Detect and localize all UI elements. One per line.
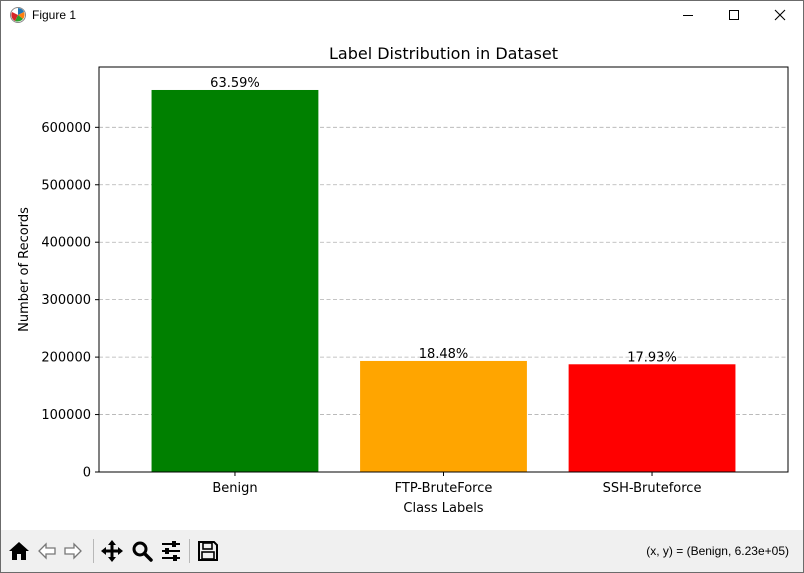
y-tick-label: 300000 (41, 293, 91, 308)
bar-chart: 63.59% 18.48% 17.93% 0 100000 200000 300000 40… (17, 44, 789, 516)
bar-value-label: 18.48% (419, 347, 469, 362)
bar-value-label: 17.93% (627, 350, 677, 365)
window-title: Figure 1 (32, 8, 77, 22)
home-icon (9, 542, 29, 560)
navigation-toolbar: (x, y) = (Benign, 6.23e+05) (1, 530, 803, 572)
pan-icon (101, 540, 123, 562)
bar-ssh-bruteforce (568, 364, 736, 472)
minimize-icon (683, 15, 693, 16)
configure-subplots-icon (162, 541, 180, 561)
cursor-coordinates: (x, y) = (Benign, 6.23e+05) (646, 544, 789, 558)
y-tick-label: 500000 (41, 178, 91, 193)
y-axis-label: Number of Records (17, 207, 32, 332)
maximize-icon (729, 10, 739, 20)
minimize-button[interactable] (665, 1, 711, 29)
forward-button[interactable] (61, 539, 85, 563)
x-tick-label: Benign (212, 481, 257, 496)
configure-subplots-button[interactable] (159, 539, 183, 563)
y-tick-label: 600000 (41, 121, 91, 136)
home-button[interactable] (7, 539, 31, 563)
bar-value-label: 63.59% (210, 76, 260, 91)
toolbar-separator (93, 539, 94, 563)
matplotlib-app-icon (9, 6, 27, 24)
x-tick-label: SSH-Bruteforce (603, 481, 702, 496)
zoom-button[interactable] (130, 539, 154, 563)
bar-ftp-bruteforce (360, 360, 527, 472)
zoom-icon (132, 541, 153, 562)
back-button[interactable] (35, 539, 59, 563)
forward-arrow-icon (64, 542, 82, 560)
toolbar-separator (189, 539, 190, 563)
pan-button[interactable] (100, 539, 124, 563)
back-arrow-icon (38, 542, 56, 560)
y-tick-label: 400000 (41, 236, 91, 251)
save-icon (198, 541, 218, 561)
bar-benign (151, 89, 319, 472)
close-icon (774, 9, 786, 21)
figure-canvas[interactable]: 63.59% 18.48% 17.93% 0 100000 200000 300000 40… (1, 29, 803, 530)
title-bar[interactable]: Figure 1 (1, 1, 803, 29)
maximize-button[interactable] (711, 1, 757, 29)
y-tick-label: 200000 (41, 351, 91, 366)
close-button[interactable] (757, 1, 803, 29)
y-tick-label: 0 (83, 466, 91, 481)
chart-title: Label Distribution in Dataset (329, 44, 558, 63)
x-axis-label: Class Labels (403, 501, 483, 516)
save-button[interactable] (196, 539, 220, 563)
y-tick-label: 100000 (41, 408, 91, 423)
x-tick-label: FTP-BruteForce (395, 481, 493, 496)
